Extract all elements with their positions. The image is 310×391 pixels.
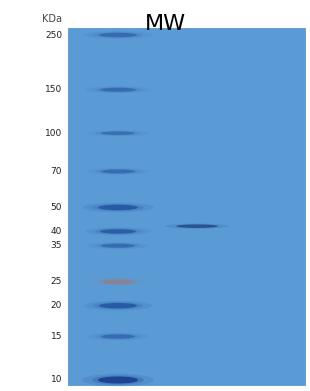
Ellipse shape <box>84 301 152 311</box>
Text: 250: 250 <box>45 30 62 39</box>
Text: 20: 20 <box>51 301 62 310</box>
Ellipse shape <box>86 228 150 235</box>
Ellipse shape <box>93 32 143 38</box>
Text: 50: 50 <box>51 203 62 212</box>
Ellipse shape <box>96 334 140 339</box>
Ellipse shape <box>100 229 136 234</box>
Ellipse shape <box>99 33 137 37</box>
Ellipse shape <box>89 277 147 286</box>
Ellipse shape <box>98 205 138 210</box>
Ellipse shape <box>96 243 140 248</box>
Ellipse shape <box>87 332 148 341</box>
Ellipse shape <box>84 31 152 39</box>
Ellipse shape <box>82 374 154 386</box>
Ellipse shape <box>82 203 154 212</box>
Ellipse shape <box>92 204 144 211</box>
Ellipse shape <box>101 244 135 248</box>
Text: 35: 35 <box>51 241 62 250</box>
Text: 70: 70 <box>51 167 62 176</box>
Ellipse shape <box>166 224 228 229</box>
Ellipse shape <box>87 168 148 175</box>
Ellipse shape <box>176 224 218 228</box>
Ellipse shape <box>98 377 138 384</box>
Ellipse shape <box>96 169 140 174</box>
Ellipse shape <box>95 228 141 234</box>
Ellipse shape <box>100 88 136 92</box>
Ellipse shape <box>101 334 135 339</box>
Text: 150: 150 <box>45 85 62 94</box>
Text: 25: 25 <box>51 277 62 286</box>
Ellipse shape <box>92 375 144 385</box>
Text: 40: 40 <box>51 227 62 236</box>
Ellipse shape <box>97 278 139 285</box>
Ellipse shape <box>102 279 134 284</box>
Ellipse shape <box>86 86 150 93</box>
Ellipse shape <box>101 131 135 135</box>
Ellipse shape <box>99 303 137 308</box>
Text: 100: 100 <box>45 129 62 138</box>
Ellipse shape <box>87 130 148 136</box>
Ellipse shape <box>101 169 135 174</box>
Text: 15: 15 <box>51 332 62 341</box>
Ellipse shape <box>96 131 140 136</box>
Text: MW: MW <box>144 14 186 34</box>
Ellipse shape <box>93 302 143 309</box>
Bar <box>68 28 305 385</box>
Ellipse shape <box>95 87 141 92</box>
Text: 10: 10 <box>51 375 62 384</box>
Ellipse shape <box>87 242 148 249</box>
Text: KDa: KDa <box>42 14 62 24</box>
